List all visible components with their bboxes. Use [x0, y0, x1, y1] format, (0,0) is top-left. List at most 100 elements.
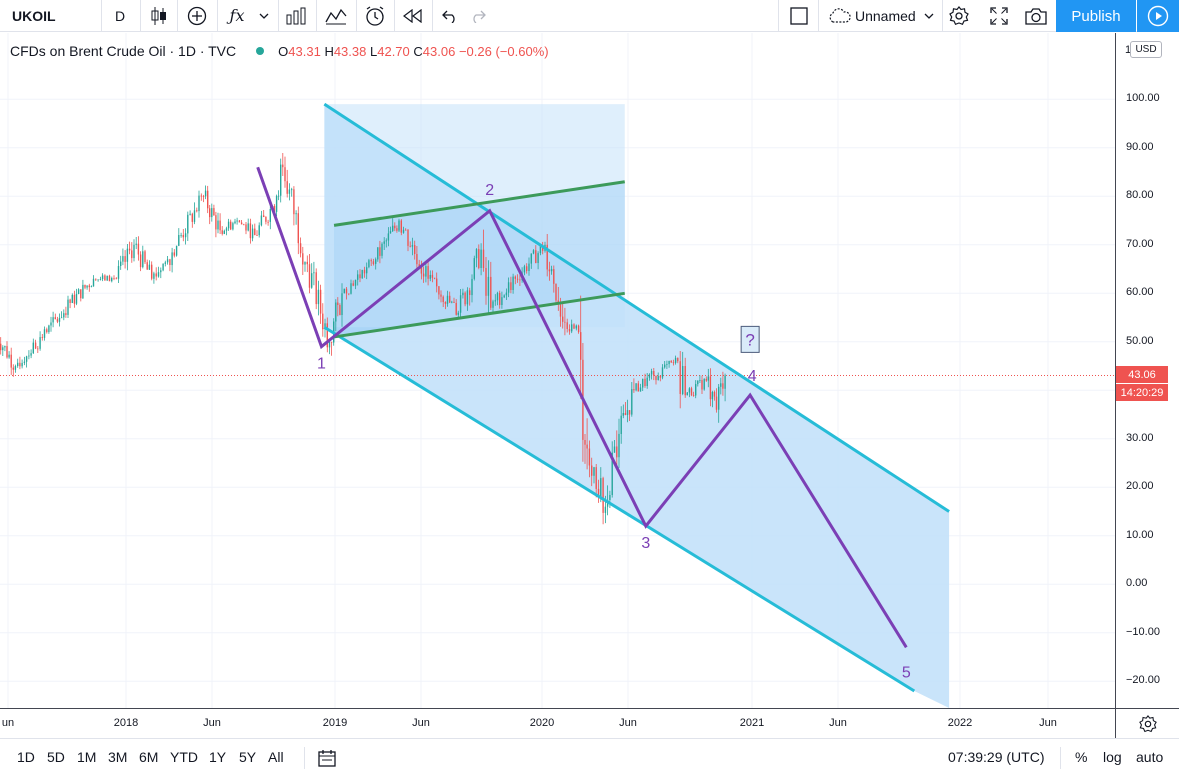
range-button-1m[interactable]: 1M	[77, 749, 97, 765]
candle-body	[97, 279, 99, 281]
descending-channel-upper	[323, 102, 950, 513]
range-button-1y[interactable]: 1Y	[209, 749, 227, 765]
candle-body	[512, 276, 514, 290]
candle-body	[620, 415, 622, 434]
candle-body	[637, 383, 639, 392]
camera-icon[interactable]	[1023, 0, 1049, 31]
candle-body	[200, 195, 202, 197]
candle-body	[225, 228, 228, 231]
auto-scale-toggle[interactable]: auto	[1136, 749, 1164, 765]
log-scale-toggle[interactable]: log	[1103, 749, 1122, 765]
candle-body	[313, 272, 315, 274]
replay-icon[interactable]	[400, 0, 426, 31]
fullscreen-icon[interactable]	[986, 0, 1012, 31]
candle-body	[363, 269, 366, 274]
candle-body	[171, 252, 173, 266]
candle-body	[238, 220, 241, 223]
candle-body	[193, 210, 196, 222]
range-button-6m[interactable]: 6M	[139, 749, 159, 765]
candle-body	[444, 302, 447, 304]
candle-body	[514, 276, 516, 279]
candle-body	[73, 294, 76, 304]
candle-body	[446, 295, 449, 304]
candle-body	[315, 272, 317, 305]
toolbar-divider	[101, 0, 102, 31]
bar-style-icon[interactable]	[284, 0, 308, 31]
candle-body	[492, 301, 494, 308]
candle-body	[297, 213, 299, 244]
candle-body	[602, 478, 604, 513]
range-button-5d[interactable]: 5D	[47, 749, 65, 765]
range-button-ytd[interactable]: YTD	[170, 749, 198, 765]
chart-canvas[interactable]: 1 2 3 4 5?	[0, 33, 1115, 708]
gear-icon[interactable]	[946, 0, 972, 31]
gear-icon[interactable]	[1115, 708, 1179, 738]
candles-icon[interactable]	[146, 0, 172, 31]
range-button-5y[interactable]: 5Y	[239, 749, 257, 765]
candle-body	[299, 243, 302, 254]
wave-label-1: 1	[317, 356, 326, 373]
layout-name[interactable]: Unnamed	[855, 7, 916, 24]
candle-body	[211, 208, 213, 218]
line-style-icon[interactable]	[323, 0, 349, 31]
candle-body	[613, 446, 616, 453]
candle-body	[701, 380, 703, 390]
utc-clock[interactable]: 07:39:29 (UTC)	[948, 749, 1045, 765]
candle-body	[284, 167, 286, 182]
candle-body	[530, 253, 532, 264]
percent-scale-toggle[interactable]: %	[1075, 749, 1088, 765]
candle-body	[692, 395, 695, 396]
price-tick-label: 0.00	[1126, 577, 1148, 590]
undo-icon[interactable]	[438, 0, 462, 31]
chevron-down-icon[interactable]	[256, 0, 272, 31]
elliott-wave-path	[256, 166, 908, 649]
candle-body	[577, 325, 580, 333]
question-box	[740, 325, 760, 353]
candle-body	[537, 253, 539, 263]
indicators-icon[interactable]: ƒx	[229, 6, 245, 25]
publish-button[interactable]: Publish	[1056, 0, 1136, 32]
bottom-divider	[1060, 747, 1061, 769]
time-tick-label: Jun	[619, 717, 637, 729]
price-candles	[0, 153, 726, 525]
chevron-down-icon[interactable]	[921, 0, 937, 31]
date-range-icon[interactable]	[318, 749, 336, 772]
high-label: H	[324, 43, 334, 59]
candle-body	[164, 262, 166, 264]
candle-body	[616, 446, 618, 458]
toolbar-divider	[356, 0, 357, 31]
cloud-icon[interactable]	[826, 0, 852, 31]
range-button-all[interactable]: All	[268, 749, 284, 765]
toolbar-divider	[818, 0, 819, 31]
candle-body	[519, 279, 521, 281]
candle-body	[25, 356, 28, 362]
time-axis[interactable]: un 2018 Jun 2019 Jun 2020 Jun 2021 Jun 2022 Jun	[0, 708, 1115, 738]
bar-countdown-tag: 14:20:29	[1116, 384, 1168, 402]
candle-body	[23, 361, 26, 363]
currency-badge[interactable]: USD	[1130, 41, 1162, 58]
symbol-search[interactable]: UKOIL	[12, 7, 56, 24]
candle-body	[595, 467, 597, 489]
candle-body	[624, 413, 627, 415]
candle-body	[644, 378, 646, 386]
candle-body	[459, 295, 462, 313]
alert-icon[interactable]	[362, 0, 388, 31]
candle-body	[19, 362, 21, 367]
candle-body	[69, 299, 71, 303]
candle-body	[494, 300, 496, 302]
add-compare-icon[interactable]	[184, 0, 210, 31]
rectangle-icon[interactable]	[786, 0, 812, 31]
candle-body	[217, 220, 219, 230]
price-tick-label: −20.00	[1126, 674, 1160, 687]
price-axis[interactable]: 1 USD 100.0090.0080.0070.0060.0050.0040.…	[1115, 33, 1179, 708]
projection-rectangle	[324, 104, 625, 328]
interval-button[interactable]: D	[114, 7, 126, 24]
range-button-1d[interactable]: 1D	[17, 749, 35, 765]
redo-icon[interactable]	[466, 0, 490, 31]
candle-body	[182, 235, 184, 238]
play-icon[interactable]	[1137, 0, 1179, 32]
candle-body	[722, 383, 724, 389]
candle-body	[32, 342, 34, 354]
candle-body	[339, 305, 341, 316]
range-button-3m[interactable]: 3M	[108, 749, 128, 765]
